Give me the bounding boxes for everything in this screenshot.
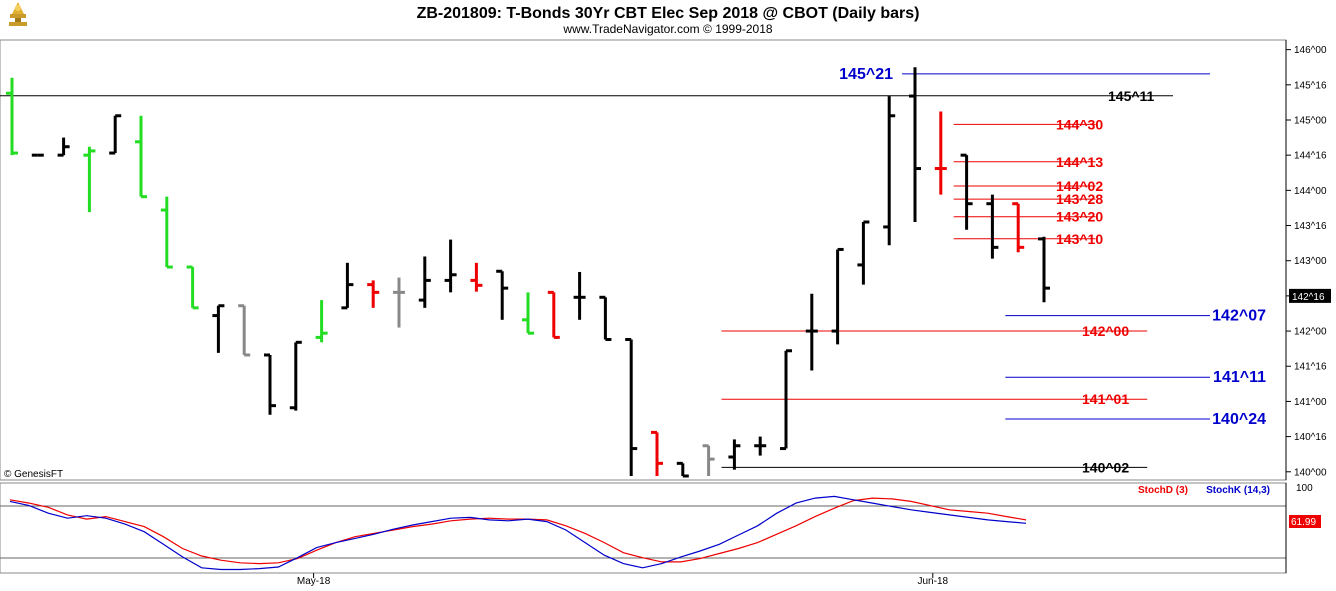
price-tick-label: 140^16: [1294, 432, 1327, 443]
ohlc-bar: [109, 114, 122, 155]
price-tick-label: 142^00: [1294, 327, 1327, 338]
price-axis: 146^00 145^16 145^00 144^16 144^00 143^16 143^…: [1285, 40, 1331, 480]
ohlc-bar: [496, 269, 509, 320]
stoch-legend-k: StochK (14,3): [1206, 485, 1270, 496]
stoch-current-label: 61.99: [1291, 517, 1316, 528]
level-label: 145^21: [839, 66, 893, 83]
level-label: 143^10: [1056, 231, 1103, 247]
ohlc-bar: [135, 115, 147, 199]
price-tick-label: 140^00: [1294, 467, 1327, 478]
level-label: 140^24: [1212, 411, 1266, 428]
time-tick-label: May-18: [297, 576, 331, 587]
ohlc-bar: [960, 153, 973, 230]
ohlc-bar: [805, 293, 818, 371]
price-tick-label: 145^00: [1294, 115, 1327, 126]
ohlc-bar: [651, 430, 663, 476]
ohlc-bar: [728, 439, 741, 470]
ohlc-bar: [315, 300, 328, 343]
stoch-pane: [0, 482, 1287, 574]
ohlc-bar: [160, 196, 173, 269]
stoch-tick-label: 100: [1296, 483, 1313, 494]
stoch-current-box: [1289, 515, 1321, 528]
current-price-label: 142^16: [1292, 292, 1325, 303]
ohlc-bar: [702, 444, 715, 476]
ohlc-bar: [522, 292, 534, 335]
level-label: 144^13: [1056, 154, 1103, 170]
ohlc-bar: [444, 239, 457, 293]
ohlc-bar: [418, 256, 431, 308]
time-tick-label: Jun-18: [918, 576, 949, 587]
ohlc-bar: [6, 77, 18, 156]
ohlc-bar: [780, 349, 792, 451]
price-pane: [0, 39, 1287, 481]
ohlc-bar: [831, 247, 844, 345]
level-label: 144^30: [1056, 116, 1103, 132]
ohlc-bar: [289, 340, 302, 411]
ohlc-bar: [186, 265, 199, 310]
level-label: 143^28: [1056, 191, 1103, 207]
ohlc-bar: [883, 96, 896, 246]
ohlc-bar: [857, 220, 870, 285]
level-label: 145^11: [1108, 88, 1155, 104]
ohlc-bar: [264, 353, 276, 415]
level-label: 144^02: [1056, 178, 1103, 194]
ohlc-bar: [83, 146, 96, 213]
price-tick-label: 141^16: [1294, 362, 1327, 373]
ohlc-bar: [676, 461, 689, 478]
chart-title: ZB-201809: T-Bonds 30Yr CBT Elec Sep 201…: [417, 5, 920, 22]
level-label: 140^02: [1082, 459, 1129, 475]
current-price-box: [1289, 288, 1331, 303]
stochastic-lines: StochD (3) StochK (14,3): [9, 485, 1270, 571]
stoch-series-line: [9, 495, 1027, 571]
ohlc-bar: [238, 304, 251, 357]
ohlc-bar: [367, 280, 380, 308]
ohlc-bar: [1012, 202, 1025, 253]
ohlc-bar: [393, 277, 405, 328]
ohlc-bar: [754, 436, 767, 456]
stoch-series-line: [9, 497, 1027, 565]
ohlc-bar: [470, 262, 483, 292]
price-tick-label: 143^00: [1294, 256, 1327, 267]
price-tick-label: 144^00: [1294, 186, 1327, 197]
level-label: 141^01: [1082, 391, 1129, 407]
level-label: 143^20: [1056, 209, 1103, 225]
ohlc-bar: [212, 304, 225, 353]
price-bars: [6, 67, 1050, 478]
level-label: 141^11: [1213, 369, 1266, 386]
stoch-legend-d: StochD (3): [1138, 485, 1188, 496]
ohlc-bar: [625, 338, 638, 476]
ohlc-bar: [57, 137, 70, 157]
ohlc-bar: [934, 111, 947, 195]
stoch-axis: 100 61.99: [1285, 483, 1321, 573]
ohlc-bar: [599, 295, 612, 342]
ohlc-bar: [1038, 236, 1050, 303]
price-tick-label: 145^16: [1294, 80, 1327, 91]
time-axis: May-18 Jun-18: [297, 573, 949, 587]
ohlc-bar: [986, 194, 999, 259]
ohlc-bar: [341, 262, 354, 310]
level-label: 142^00: [1082, 323, 1129, 339]
price-tick-label: 141^00: [1294, 397, 1327, 408]
ohlc-bar: [573, 271, 586, 320]
ohlc-bar: [909, 67, 921, 223]
price-tick-label: 146^00: [1294, 45, 1327, 56]
copyright-label: © GenesisFT: [4, 469, 63, 480]
bull-bear-trophy-icon: [9, 2, 27, 26]
price-tick-label: 144^16: [1294, 151, 1327, 162]
ohlc-bar: [547, 290, 560, 339]
level-label: 142^07: [1212, 308, 1266, 325]
chart-subtitle: www.TradeNavigator.com © 1999-2018: [562, 22, 772, 36]
price-tick-label: 143^16: [1294, 221, 1327, 232]
